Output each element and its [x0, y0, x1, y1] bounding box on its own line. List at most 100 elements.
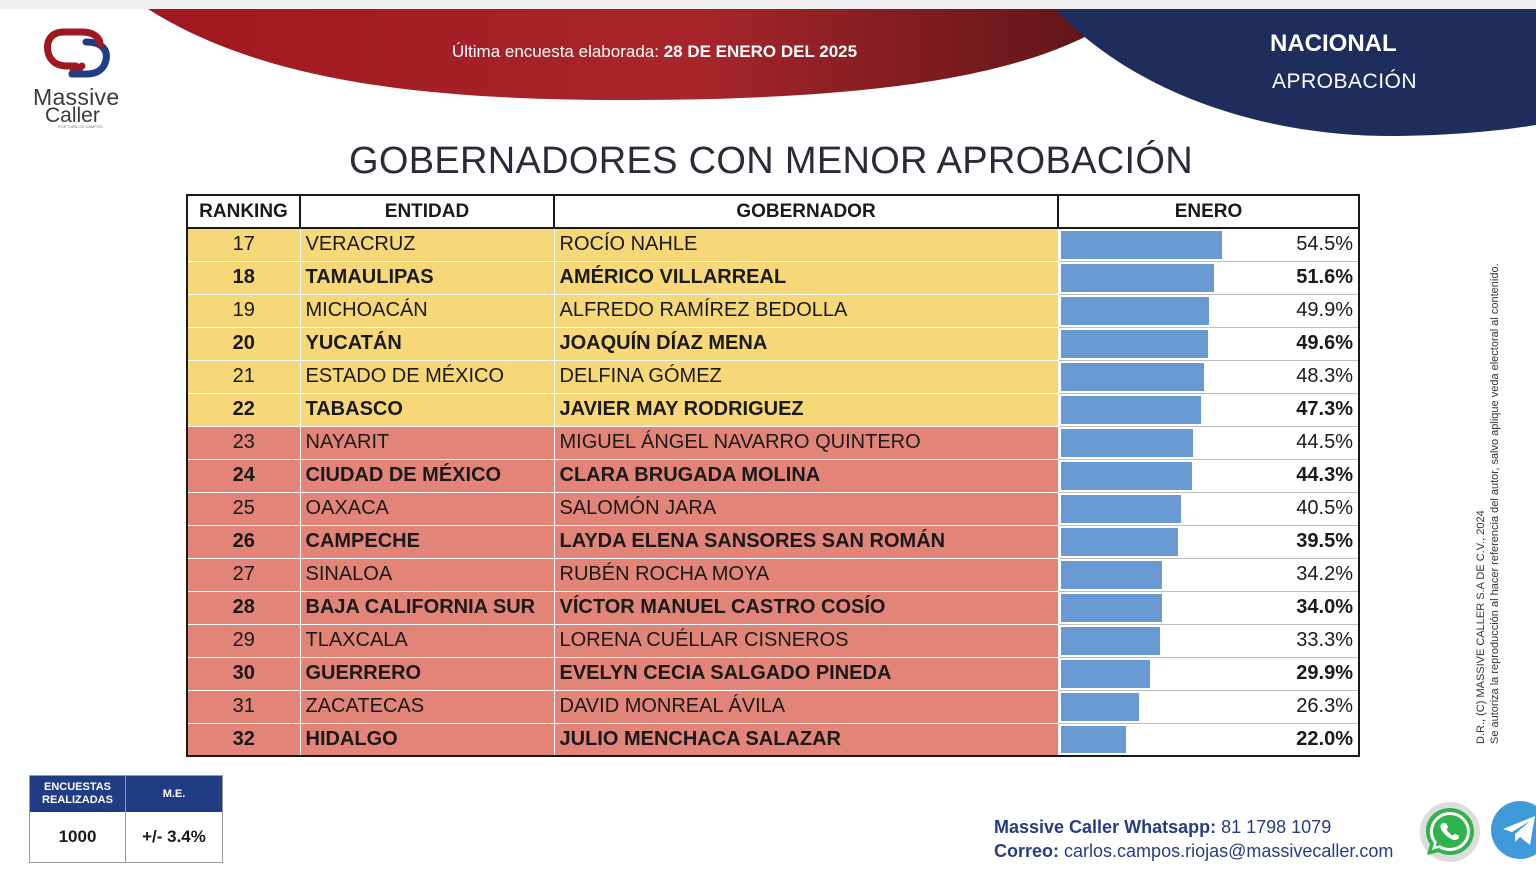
cell-ranking: 26 — [186, 524, 301, 559]
cell-gobernador: CLARA BRUGADA MOLINA — [553, 458, 1059, 493]
approval-value: 40.5% — [1296, 496, 1353, 519]
top-strip — [0, 0, 1536, 9]
contact-info: Massive Caller Whatsapp: 81 1798 1079 Co… — [994, 815, 1393, 863]
cell-enero: 48.3% — [1057, 359, 1360, 394]
cell-enero: 49.6% — [1057, 326, 1360, 361]
cell-entidad: CIUDAD DE MÉXICO — [299, 458, 555, 493]
cell-ranking: 22 — [186, 392, 301, 427]
cell-enero: 34.2% — [1057, 557, 1360, 592]
cell-gobernador: JOAQUÍN DÍAZ MENA — [553, 326, 1059, 361]
table-row: 32 HIDALGO JULIO MENCHACA SALAZAR 22.0% — [186, 722, 1360, 757]
cell-entidad: CAMPECHE — [299, 524, 555, 559]
approval-value: 34.0% — [1296, 595, 1353, 618]
legal-line-2: Se autoriza la reproducción al hacer ref… — [1489, 263, 1501, 744]
cell-gobernador: MIGUEL ÁNGEL NAVARRO QUINTERO — [553, 425, 1059, 460]
cell-gobernador: ROCÍO NAHLE — [553, 227, 1059, 262]
email-address[interactable]: carlos.campos.riojas@massivecaller.com — [1064, 841, 1394, 861]
approval-bar — [1060, 692, 1139, 721]
cell-entidad: TABASCO — [299, 392, 555, 427]
cell-ranking: 21 — [186, 359, 301, 394]
cell-gobernador: DELFINA GÓMEZ — [553, 359, 1059, 394]
approval-value: 29.9% — [1296, 661, 1353, 684]
approval-value: 39.5% — [1296, 529, 1353, 552]
header-ranking: RANKING — [186, 194, 301, 229]
table-row: 21 ESTADO DE MÉXICO DELFINA GÓMEZ 48.3% — [186, 359, 1360, 394]
scope-title: NACIONAL — [1270, 30, 1397, 57]
table-row: 20 YUCATÁN JOAQUÍN DÍAZ MENA 49.6% — [186, 326, 1360, 361]
header-enero: ENERO — [1057, 194, 1360, 229]
approval-bar — [1060, 560, 1162, 589]
cell-ranking: 20 — [186, 326, 301, 361]
legal-notice: D.R., (C) MASSIVE CALLER S.A DE C.V., 20… — [1474, 184, 1502, 744]
table-body: 17 VERACRUZ ROCÍO NAHLE 54.5% 18 TAMAULIPAS AM… — [186, 227, 1360, 757]
approval-bar — [1060, 263, 1214, 292]
cell-entidad: GUERRERO — [299, 656, 555, 691]
cell-gobernador: JAVIER MAY RODRIGUEZ — [553, 392, 1059, 427]
table-row: 24 CIUDAD DE MÉXICO CLARA BRUGADA MOLINA 44… — [186, 458, 1360, 493]
cell-ranking: 23 — [186, 425, 301, 460]
stats-header: ENCUESTAS REALIZADAS M.E. — [30, 776, 222, 812]
survey-date-prefix: Última encuesta elaborada: — [452, 42, 659, 61]
cell-enero: 26.3% — [1057, 689, 1360, 724]
whatsapp-icon[interactable] — [1418, 800, 1482, 864]
header-entidad: ENTIDAD — [299, 194, 555, 229]
cell-enero: 33.3% — [1057, 623, 1360, 658]
table-row: 29 TLAXCALA LORENA CUÉLLAR CISNEROS 33.3% — [186, 623, 1360, 658]
table-row: 31 ZACATECAS DAVID MONREAL ÁVILA 26.3% — [186, 689, 1360, 724]
cell-ranking: 18 — [186, 260, 301, 295]
cell-gobernador: SALOMÓN JARA — [553, 491, 1059, 526]
cell-enero: 34.0% — [1057, 590, 1360, 625]
approval-bar — [1060, 231, 1222, 259]
table-row: 30 GUERRERO EVELYN CECIA SALGADO PINEDA 29.… — [186, 656, 1360, 691]
approval-bar — [1060, 725, 1126, 753]
cell-enero: 54.5% — [1057, 227, 1360, 262]
table-row: 25 OAXACA SALOMÓN JARA 40.5% — [186, 491, 1360, 526]
logo-word-massive: Massive — [33, 84, 120, 110]
logo-bubbles-icon — [44, 28, 110, 78]
cell-ranking: 30 — [186, 656, 301, 691]
table-row: 26 CAMPECHE LAYDA ELENA SANSORES SAN ROMÁN… — [186, 524, 1360, 559]
table-row: 28 BAJA CALIFORNIA SUR VÍCTOR MANUEL CASTR… — [186, 590, 1360, 625]
telegram-icon[interactable] — [1490, 800, 1536, 860]
cell-entidad: VERACRUZ — [299, 227, 555, 262]
whatsapp-number[interactable]: 81 1798 1079 — [1221, 817, 1332, 837]
approval-value: 26.3% — [1296, 694, 1353, 717]
legal-line-1: D.R., (C) MASSIVE CALLER S.A DE C.V., 20… — [1475, 510, 1487, 744]
cell-enero: 51.6% — [1057, 260, 1360, 295]
contact-whatsapp: Massive Caller Whatsapp: 81 1798 1079 — [994, 815, 1393, 839]
logo-tagline: POR CARLOS CAMPOS — [58, 124, 103, 129]
stats-header-surveys: ENCUESTAS REALIZADAS — [30, 776, 126, 812]
cell-gobernador: EVELYN CECIA SALGADO PINEDA — [553, 656, 1059, 691]
approval-value: 44.5% — [1296, 430, 1353, 453]
massive-caller-logo: Massive Caller POR CARLOS CAMPOS — [30, 28, 130, 129]
cell-ranking: 27 — [186, 557, 301, 592]
logo-word-caller: Caller — [45, 104, 100, 127]
header-shapes — [148, 9, 1536, 137]
approval-value: 51.6% — [1296, 265, 1353, 288]
approval-value: 44.3% — [1296, 463, 1353, 486]
approval-bar — [1060, 428, 1193, 457]
cell-gobernador: LORENA CUÉLLAR CISNEROS — [553, 623, 1059, 658]
cell-entidad: BAJA CALIFORNIA SUR — [299, 590, 555, 625]
cell-gobernador: AMÉRICO VILLARREAL — [553, 260, 1059, 295]
cell-enero: 47.3% — [1057, 392, 1360, 427]
whatsapp-label: Massive Caller Whatsapp: — [994, 817, 1217, 837]
stats-values: 1000 +/- 3.4% — [30, 812, 222, 862]
scope-subtitle: APROBACIÓN — [1272, 70, 1418, 93]
cell-gobernador: JULIO MENCHACA SALAZAR — [553, 722, 1059, 757]
approval-bar — [1060, 395, 1201, 424]
cell-gobernador: RUBÉN ROCHA MOYA — [553, 557, 1059, 592]
approval-value: 22.0% — [1296, 727, 1353, 750]
cell-enero: 44.5% — [1057, 425, 1360, 460]
stats-surveys-value: 1000 — [30, 812, 126, 862]
approval-bar — [1060, 296, 1209, 325]
approval-bar — [1060, 593, 1162, 622]
stats-margin-value: +/- 3.4% — [142, 827, 206, 846]
cell-enero: 40.5% — [1057, 491, 1360, 526]
cell-gobernador: VÍCTOR MANUEL CASTRO COSÍO — [553, 590, 1059, 625]
cell-entidad: MICHOACÁN — [299, 293, 555, 328]
cell-enero: 49.9% — [1057, 293, 1360, 328]
approval-bar — [1060, 626, 1160, 655]
approval-value: 48.3% — [1296, 364, 1353, 387]
approval-bar — [1060, 362, 1204, 391]
